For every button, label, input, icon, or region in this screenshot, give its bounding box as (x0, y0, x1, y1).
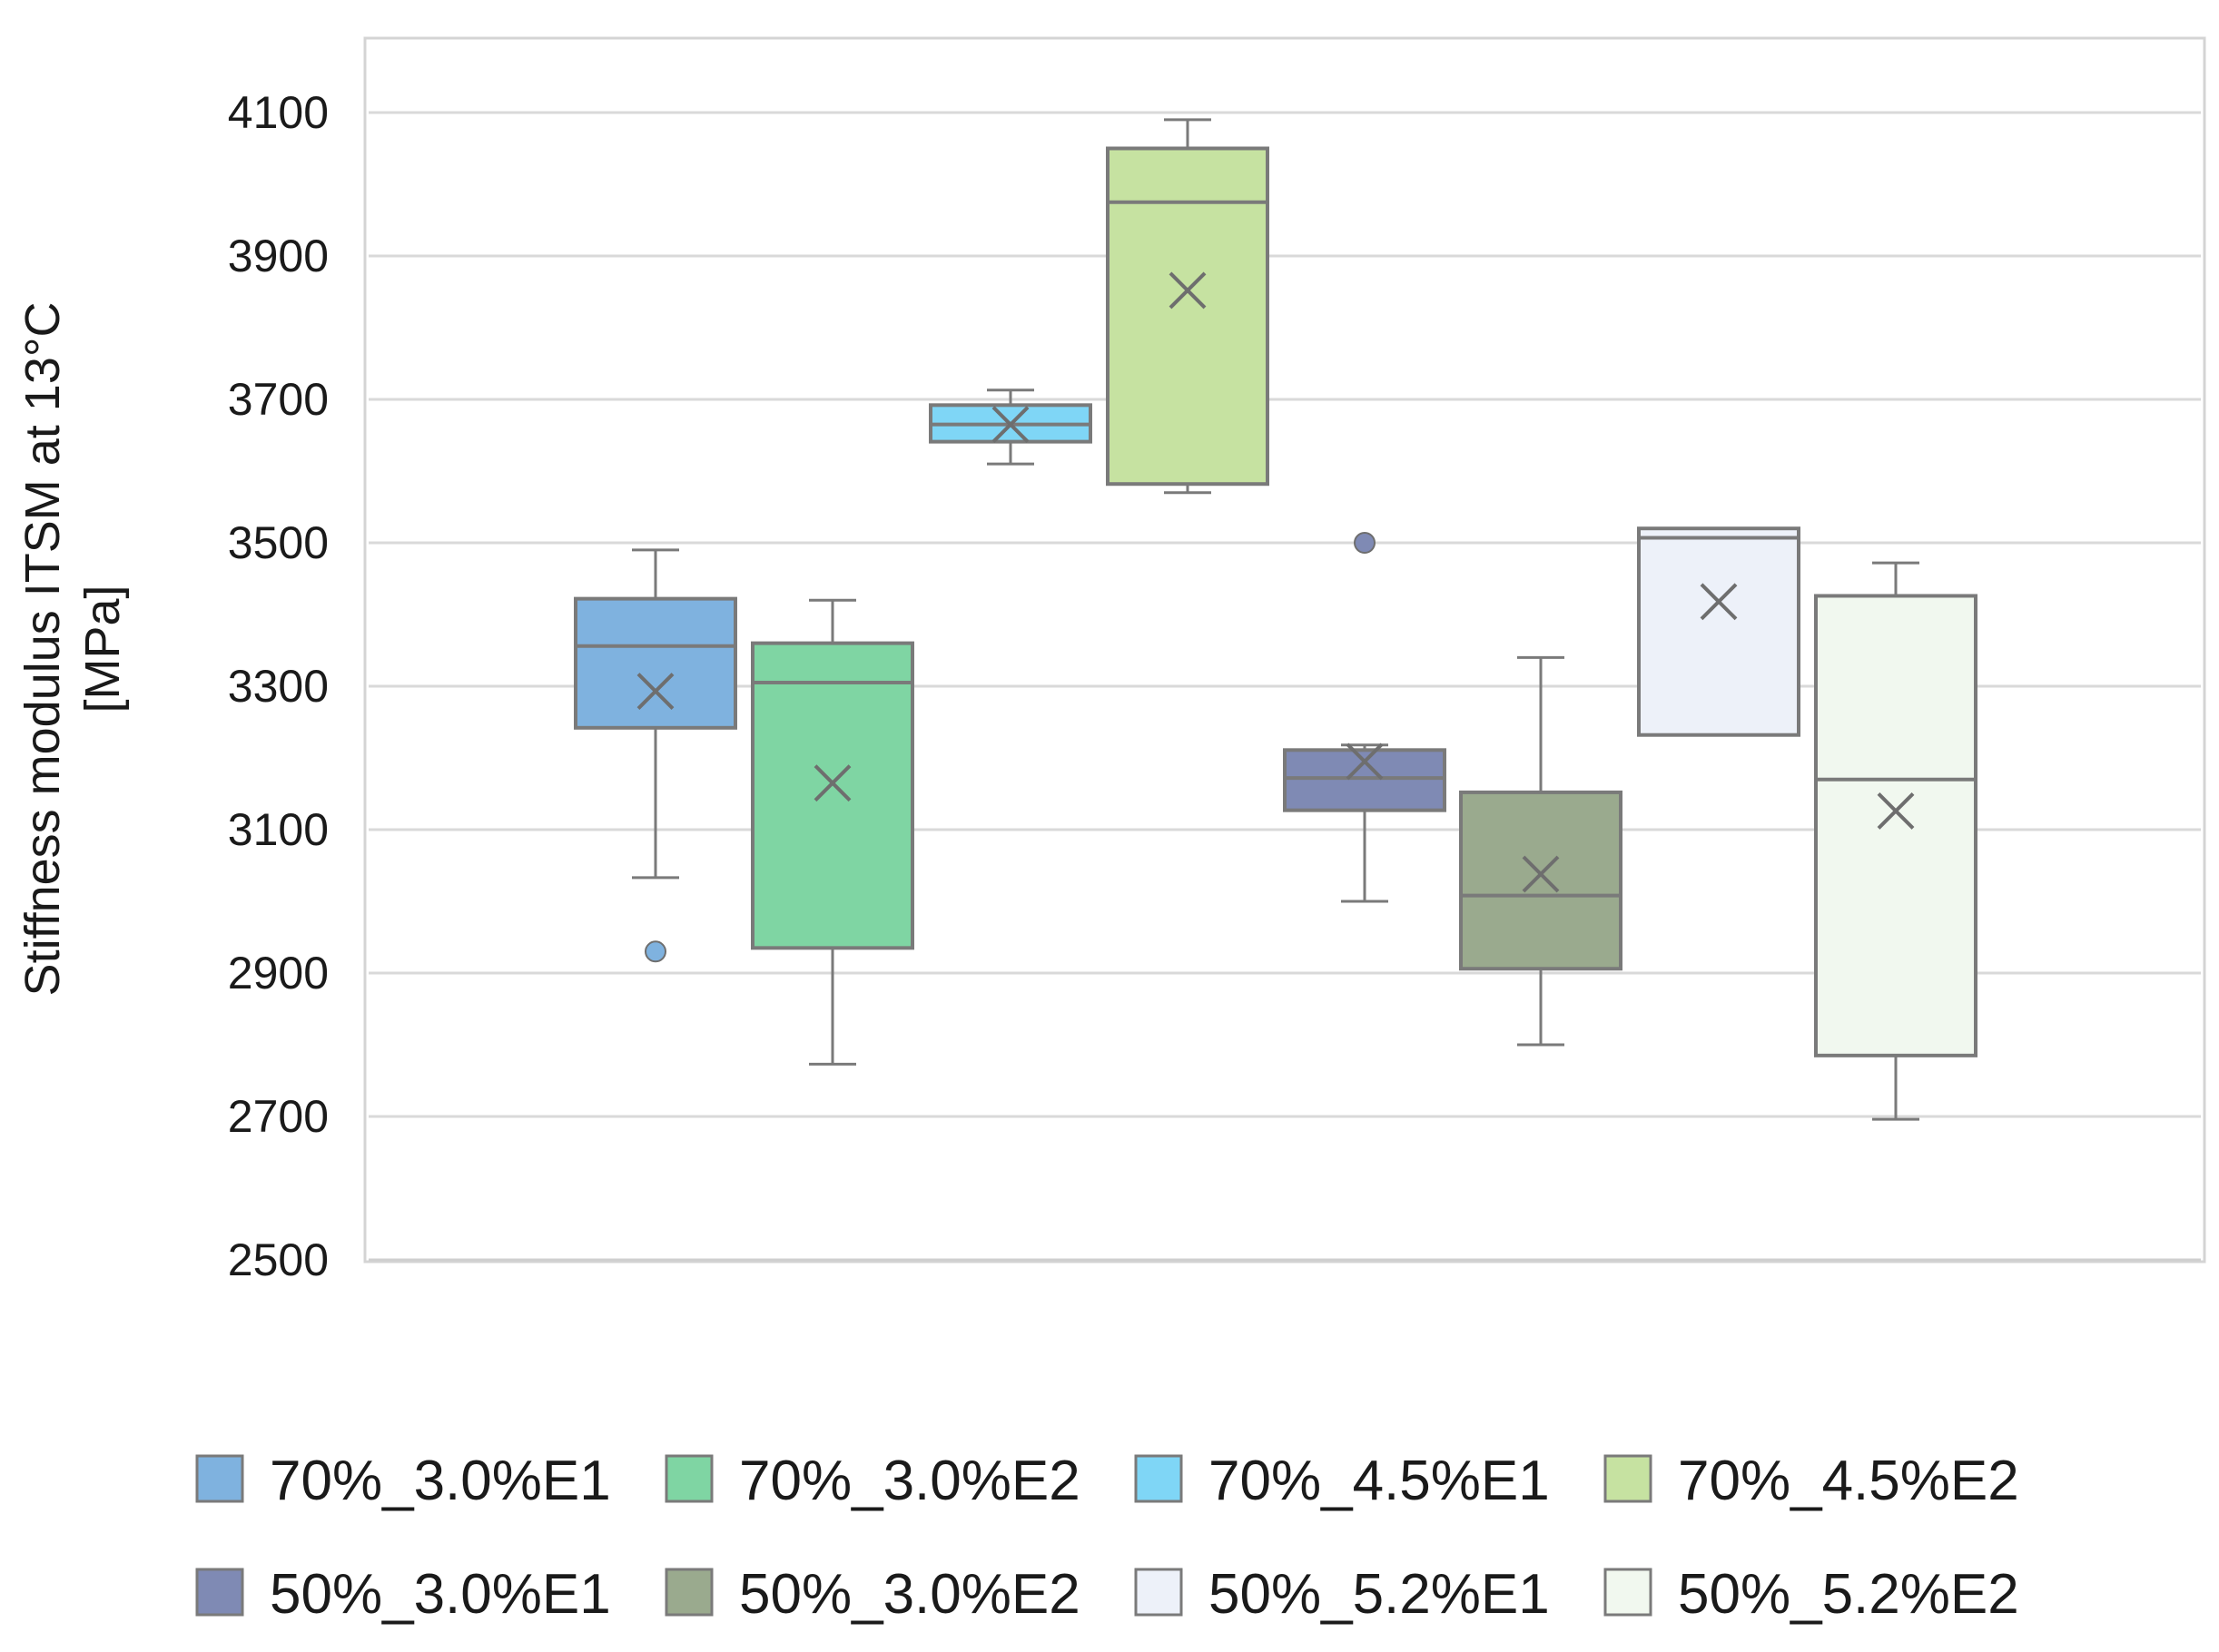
box-3 (929, 388, 1092, 466)
mean-marker (814, 764, 852, 802)
legend-item-3: 70%_4.5%E1 (1134, 1450, 1550, 1512)
legend-label: 70%_3.0%E2 (739, 1450, 1080, 1512)
legend-item-8: 50%_5.2%E2 (1603, 1563, 2019, 1626)
y-tick-label: 3100 (228, 804, 329, 855)
box-5 (1283, 532, 1446, 903)
mean-marker (1877, 792, 1915, 830)
box-iqr (1106, 146, 1269, 487)
box-iqr (1459, 790, 1622, 971)
legend-item-4: 70%_4.5%E2 (1603, 1450, 2019, 1512)
y-axis-title: Stiffness modulus ITSM at 13°C [MPa] (15, 302, 130, 997)
legend-swatch (1603, 1454, 1652, 1503)
box-iqr (574, 596, 737, 730)
legend-label: 50%_5.2%E1 (1208, 1563, 1550, 1626)
legend-item-7: 50%_5.2%E1 (1134, 1563, 1550, 1626)
legend-label: 70%_4.5%E1 (1208, 1450, 1550, 1512)
legend: 70%_3.0%E1 70%_3.0%E2 70%_4.5%E1 70%_4.5%E2… (195, 1450, 2019, 1626)
legend-swatch (1134, 1568, 1183, 1617)
box-6 (1459, 655, 1622, 1047)
box-iqr (751, 641, 914, 950)
outlier-point (1354, 532, 1376, 554)
box-7 (1637, 526, 1800, 737)
box-2 (751, 598, 914, 1066)
mean-marker (1169, 271, 1207, 310)
legend-item-1: 70%_3.0%E1 (195, 1450, 611, 1512)
y-tick-label: 2500 (228, 1234, 329, 1285)
box-4 (1106, 118, 1269, 495)
y-tick-label: 4100 (228, 87, 329, 138)
y-tick-label: 3300 (228, 661, 329, 712)
legend-item-5: 50%_3.0%E1 (195, 1563, 611, 1626)
y-tick-label: 3700 (228, 374, 329, 425)
outlier-point (645, 940, 666, 963)
y-tick-label: 3900 (228, 231, 329, 281)
legend-label: 50%_5.2%E2 (1678, 1563, 2019, 1626)
mean-marker (1700, 583, 1738, 621)
legend-item-6: 50%_3.0%E2 (665, 1563, 1080, 1626)
y-axis-title-line: Stiffness modulus ITSM at 13°C (15, 302, 70, 997)
y-axis-ticks: 2500 2700 2900 3100 3300 3500 3700 3900 4100 (228, 87, 329, 1285)
legend-label: 50%_3.0%E1 (270, 1563, 611, 1626)
legend-swatch (665, 1454, 714, 1503)
legend-swatch (195, 1454, 244, 1503)
legend-swatch (1603, 1568, 1652, 1617)
y-tick-label: 3500 (228, 517, 329, 568)
box-1 (574, 548, 737, 963)
legend-swatch (195, 1568, 244, 1617)
legend-label: 70%_3.0%E1 (270, 1450, 611, 1512)
y-axis-title-text: Stiffness modulus ITSM at 13°C [MPa] (15, 302, 130, 997)
mean-marker (1346, 742, 1384, 781)
box-iqr (1814, 594, 1977, 1057)
box-series (574, 118, 1977, 1121)
legend-swatch (1134, 1454, 1183, 1503)
box-8 (1814, 561, 1977, 1121)
y-tick-label: 2700 (228, 1091, 329, 1142)
mean-marker (991, 406, 1030, 444)
legend-label: 50%_3.0%E2 (739, 1563, 1080, 1626)
mean-marker (636, 673, 675, 710)
gridlines (369, 111, 2201, 1262)
y-tick-label: 2900 (228, 948, 329, 998)
box-iqr (1637, 526, 1800, 737)
legend-label: 70%_4.5%E2 (1678, 1450, 2019, 1512)
mean-marker (1522, 855, 1560, 893)
legend-swatch (665, 1568, 714, 1617)
y-axis-title-line: [MPa] (75, 585, 130, 713)
legend-item-2: 70%_3.0%E2 (665, 1450, 1080, 1512)
